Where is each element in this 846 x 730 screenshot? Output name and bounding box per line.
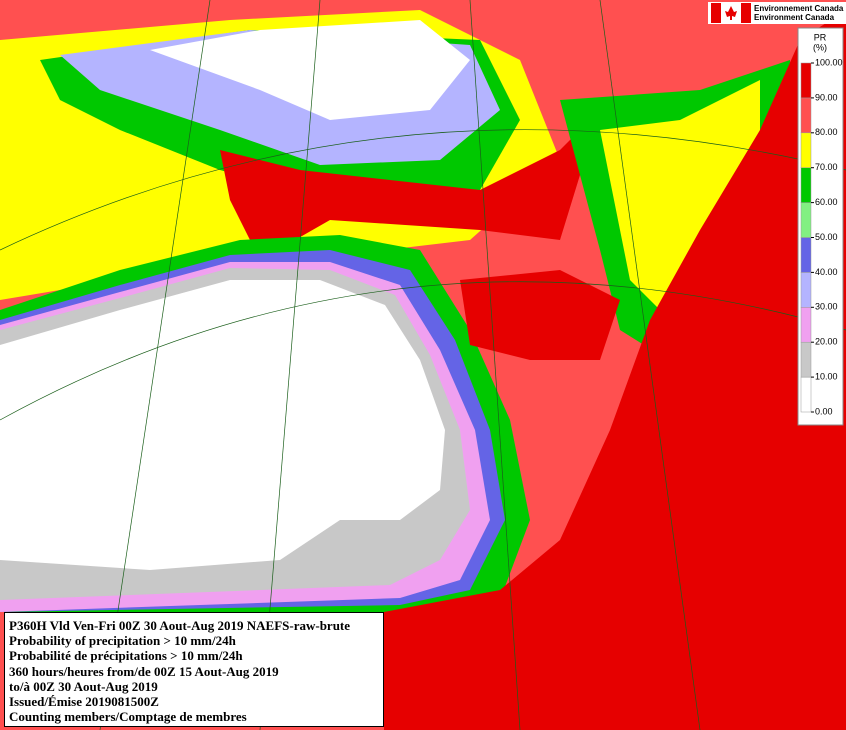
info-line: P360H Vld Ven-Fri 00Z 30 Aout-Aug 2019 N… [9, 618, 351, 633]
legend-swatch [800, 202, 812, 238]
info-line: Probabilité de précipitations > 10 mm/24… [9, 648, 243, 664]
region [220, 110, 600, 260]
legend-swatch [800, 62, 812, 99]
flag [711, 3, 751, 23]
legend-tick-label: 80.00 [815, 127, 838, 137]
legend-swatch [800, 376, 812, 413]
grid-line [259, 0, 321, 730]
legend-tick-label: 50.00 [815, 232, 838, 242]
legend-tick-label: 60.00 [815, 197, 838, 207]
info-line: 360 hours/heures from/de 00Z 15 Aout-Aug… [9, 663, 279, 679]
legend-swatch [800, 97, 812, 134]
header: Environnement Canada Environment Canada [708, 2, 846, 24]
legend-swatch [800, 272, 812, 308]
legend-tick-label: 90.00 [815, 92, 838, 102]
grid-line [0, 129, 846, 251]
grid-line [599, 0, 701, 730]
grid-line [99, 0, 211, 730]
legend-tick-label: 10.00 [815, 371, 838, 381]
agency-en: Environment Canada [754, 13, 835, 22]
legend-tick-label: 100.00 [815, 57, 843, 67]
legend-title: PR [814, 32, 827, 42]
legend-tick-label: 20.00 [815, 337, 838, 347]
info-line: Issued/Émise 2019081500Z [9, 694, 159, 710]
region [460, 270, 620, 360]
grid-line [0, 281, 846, 421]
legend-unit: (%) [813, 42, 827, 52]
legend-swatch [800, 341, 812, 378]
legend-tick-label: 70.00 [815, 162, 838, 172]
legend-tick-label: 0.00 [815, 406, 833, 416]
info-line: Probability of precipitation > 10 mm/24h [9, 633, 236, 649]
legend-swatch [800, 237, 812, 273]
legend-tick-label: 40.00 [815, 267, 838, 277]
legend-tick-label: 30.00 [815, 302, 838, 312]
grid-line [469, 0, 521, 730]
legend-swatch [800, 132, 812, 168]
legend-swatch [800, 167, 812, 203]
region [384, 10, 846, 730]
region [0, 280, 445, 570]
info-line: to/à 00Z 30 Aout-Aug 2019 [9, 678, 158, 694]
region [150, 20, 470, 120]
legend-swatch [800, 307, 812, 343]
info-line: Counting members/Comptage de membres [9, 709, 247, 725]
info-box: P360H Vld Ven-Fri 00Z 30 Aout-Aug 2019 N… [4, 612, 384, 727]
agency-fr: Environnement Canada [754, 4, 844, 13]
